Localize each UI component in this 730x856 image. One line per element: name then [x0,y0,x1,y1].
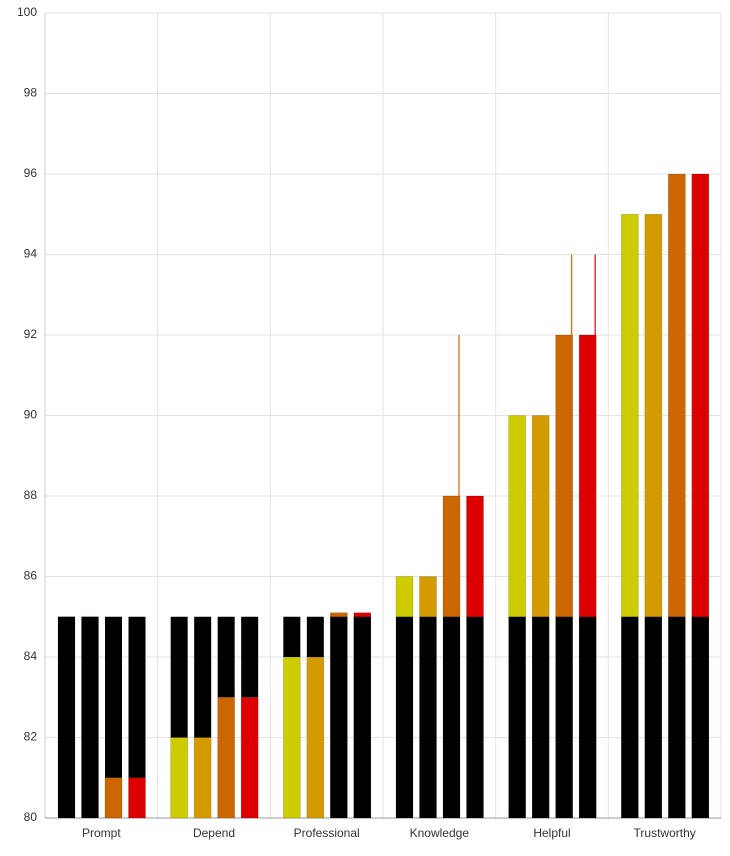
benchmark-bar [532,616,550,818]
bar [306,656,325,819]
x-tick-label: Prompt [82,826,121,840]
y-tick-label: 94 [24,247,38,261]
bar [217,697,235,819]
benchmark-bar [241,616,259,698]
y-tick-label: 88 [24,488,38,502]
y-tick-label: 86 [24,569,38,583]
y-tick-label: 100 [17,5,37,19]
y-tick-label: 98 [24,86,38,100]
y-tick-label: 84 [24,649,38,663]
benchmark-bar [217,616,235,698]
benchmark-bar [691,616,709,818]
benchmark-bar [170,616,188,738]
bar [128,777,146,819]
benchmark-bar [508,616,526,818]
y-tick-label: 80 [24,810,38,824]
benchmark-bar [644,616,662,818]
benchmark-bar [466,616,484,818]
y-tick-label: 96 [24,166,38,180]
y-tick-label: 82 [24,730,38,744]
benchmark-bar [419,616,437,818]
x-tick-label: Depend [193,826,235,840]
x-tick-label: Professional [294,826,360,840]
benchmark-bar [81,616,99,818]
bar [104,777,123,819]
benchmark-bar [306,616,324,657]
benchmark-bar [396,616,413,818]
benchmark-bar [668,616,686,818]
benchmark-bar [58,616,75,818]
benchmark-bar [128,616,146,778]
benchmark-bar [621,616,639,818]
bar [170,737,188,819]
y-tick-label: 92 [24,327,38,341]
y-tick-label: 90 [24,408,38,422]
benchmark-bar [555,616,573,818]
bar [283,656,301,819]
x-tick-label: Knowledge [410,826,470,840]
benchmark-bar [283,616,301,657]
bar [193,737,212,819]
benchmark-bar [353,616,371,818]
benchmark-bar [105,616,122,778]
x-tick-label: Trustworthy [634,826,696,840]
bar [240,697,259,819]
benchmark-bar [443,616,460,818]
benchmark-bar [330,616,348,818]
benchmark-bar [579,616,597,818]
benchmark-bar [194,616,212,738]
x-tick-label: Helpful [533,826,570,840]
